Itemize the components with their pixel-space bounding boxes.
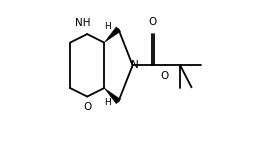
Text: N: N bbox=[131, 60, 139, 70]
Text: O: O bbox=[160, 71, 169, 81]
Text: NH: NH bbox=[75, 18, 91, 28]
Text: H: H bbox=[104, 22, 110, 32]
Text: O: O bbox=[84, 102, 92, 112]
Text: O: O bbox=[148, 17, 157, 27]
Polygon shape bbox=[104, 88, 121, 104]
Text: H: H bbox=[104, 98, 110, 107]
Polygon shape bbox=[104, 27, 121, 43]
